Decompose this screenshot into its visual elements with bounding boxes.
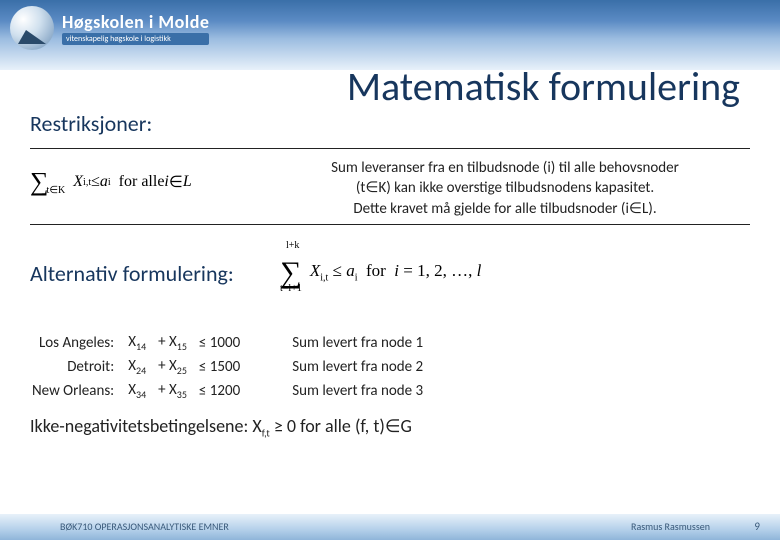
bound-cell: ≤ 1500 xyxy=(199,356,250,378)
footer-right: Rasmus Rasmussen xyxy=(631,520,710,533)
alt-lower: t=l+1 xyxy=(280,283,302,294)
logo-main: Høgskolen i Molde xyxy=(62,11,209,33)
divider xyxy=(30,148,750,149)
var-cell: X14 xyxy=(128,332,156,354)
constraint-l2: (t∈K) kan ikke overstige tilbudsnodens k… xyxy=(356,179,654,197)
table-row: Los Angeles: X14 + X15 ≤ 1000 Sum levert… xyxy=(32,332,433,354)
var-cell: X34 xyxy=(128,380,156,402)
constraint-l1: Sum leveranser fra en tilbudsnode (i) ti… xyxy=(331,159,679,177)
subtitle: Restriksjoner: xyxy=(30,110,152,137)
footer-page: 9 xyxy=(754,520,760,533)
city-cell: New Orleans: xyxy=(32,380,126,402)
footer-left: BØK710 OPERASJONSANALYTISKE EMNER xyxy=(60,520,229,533)
desc-cell: Sum levert fra node 3 xyxy=(252,380,433,402)
constraint-text: Sum leveranser fra en tilbudsnode (i) ti… xyxy=(260,158,750,219)
header-band: Høgskolen i Molde vitenskapelig høgskole… xyxy=(0,0,780,70)
alt-title: Alternativ formulering: xyxy=(30,260,234,287)
bound-cell: ≤ 1200 xyxy=(199,380,250,402)
var-cell: + X15 xyxy=(158,332,197,354)
page-title: Matematisk formulering xyxy=(347,62,740,111)
constraint-l3: Dette kravet må gjelde for alle tilbudsn… xyxy=(353,200,656,218)
footer: BØK710 OPERASJONSANALYTISKE EMNER Rasmus… xyxy=(0,514,780,540)
constraint-formula: ∑t∈K Xi,t ≤ ai for alle i ∈ L xyxy=(30,158,240,206)
city-cell: Detroit: xyxy=(32,356,126,378)
var-cell: + X25 xyxy=(158,356,197,378)
logo: Høgskolen i Molde vitenskapelig høgskole… xyxy=(10,6,209,50)
constraint-table: Los Angeles: X14 + X15 ≤ 1000 Sum levert… xyxy=(30,330,435,404)
desc-cell: Sum levert fra node 1 xyxy=(252,332,433,354)
logo-sub: vitenskapelig høgskole i logistikk xyxy=(62,33,209,45)
var-cell: X24 xyxy=(128,356,156,378)
table-row: Detroit: X24 + X25 ≤ 1500 Sum levert fra… xyxy=(32,356,433,378)
constraint-row: ∑t∈K Xi,t ≤ ai for alle i ∈ L Sum levera… xyxy=(30,158,750,219)
city-cell: Los Angeles: xyxy=(32,332,126,354)
logo-icon xyxy=(10,6,54,50)
table-row: New Orleans: X34 + X35 ≤ 1200 Sum levert… xyxy=(32,380,433,402)
desc-cell: Sum levert fra node 2 xyxy=(252,356,433,378)
var-cell: + X35 xyxy=(158,380,197,402)
divider xyxy=(30,224,750,225)
bound-cell: ≤ 1000 xyxy=(199,332,250,354)
alt-upper: l+k xyxy=(286,240,299,251)
alt-formula: l+k ∑ t=l+1 Xi,t ≤ ai for i = 1, 2, …, l xyxy=(280,250,481,284)
nonneg-text: Ikke-negativitetsbetingelsene: Xf,t ≥ 0 … xyxy=(30,415,412,440)
